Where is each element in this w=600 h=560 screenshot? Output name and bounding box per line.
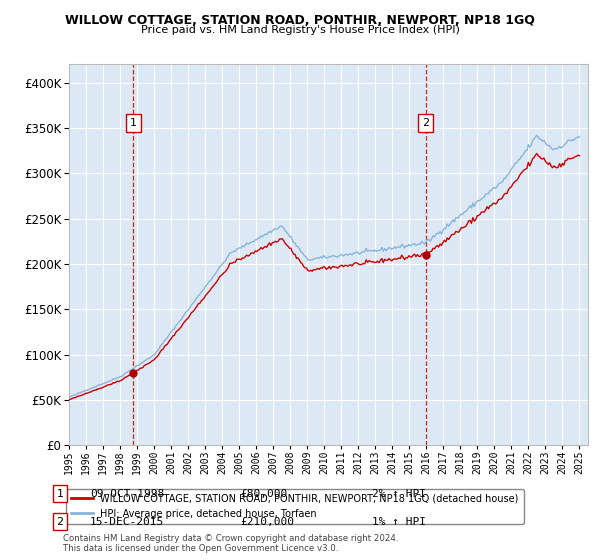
Text: £80,000: £80,000 — [240, 489, 287, 499]
Text: 2: 2 — [56, 517, 64, 527]
Text: Price paid vs. HM Land Registry's House Price Index (HPI): Price paid vs. HM Land Registry's House … — [140, 25, 460, 35]
Text: WILLOW COTTAGE, STATION ROAD, PONTHIR, NEWPORT, NP18 1GQ: WILLOW COTTAGE, STATION ROAD, PONTHIR, N… — [65, 14, 535, 27]
Text: 2: 2 — [422, 118, 429, 128]
Text: 09-OCT-1998: 09-OCT-1998 — [90, 489, 164, 499]
Text: 15-DEC-2015: 15-DEC-2015 — [90, 517, 164, 527]
Text: 1% ↑ HPI: 1% ↑ HPI — [372, 517, 426, 527]
Legend: WILLOW COTTAGE, STATION ROAD, PONTHIR, NEWPORT, NP18 1GQ (detached house), HPI: : WILLOW COTTAGE, STATION ROAD, PONTHIR, N… — [67, 489, 524, 524]
Text: 1: 1 — [56, 489, 64, 499]
Text: £210,000: £210,000 — [240, 517, 294, 527]
Text: 2% ↑ HPI: 2% ↑ HPI — [372, 489, 426, 499]
Text: Contains HM Land Registry data © Crown copyright and database right 2024.
This d: Contains HM Land Registry data © Crown c… — [63, 534, 398, 553]
Text: 1: 1 — [130, 118, 137, 128]
